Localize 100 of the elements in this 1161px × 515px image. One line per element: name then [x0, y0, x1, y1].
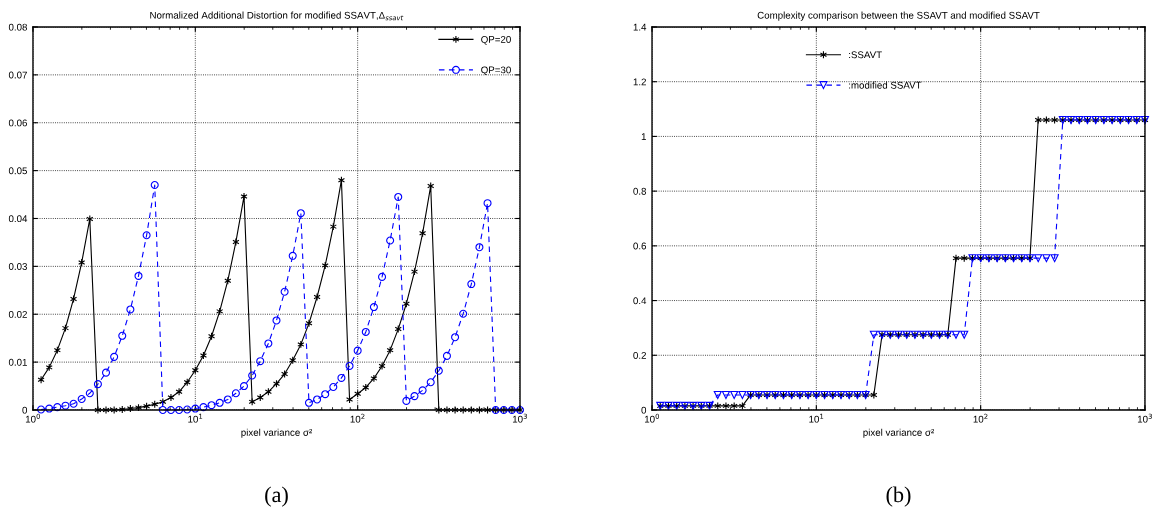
point [110, 405, 118, 415]
point [151, 400, 159, 409]
point [721, 390, 730, 399]
x-tick-label: 10$^{0}$ [25, 413, 40, 423]
y-tick-label: 0.06 [8, 119, 27, 127]
x-tick-label: 10$^{2}$ [350, 413, 365, 423]
point [386, 236, 395, 245]
point [175, 387, 183, 396]
point [142, 231, 151, 240]
point [207, 332, 216, 341]
point [730, 401, 738, 410]
point [402, 396, 411, 405]
point [443, 405, 451, 415]
y-tick-label: 0.03 [8, 263, 27, 270]
point [94, 405, 102, 415]
point [410, 267, 419, 276]
point [239, 382, 249, 391]
point [37, 375, 45, 384]
point [435, 405, 443, 415]
point [45, 404, 54, 413]
y-tick-label: 1 [641, 133, 646, 140]
point [199, 351, 207, 360]
point [45, 363, 53, 372]
point [85, 389, 94, 398]
y-tick-label: 0.05 [8, 167, 28, 175]
point [101, 368, 111, 377]
point [69, 294, 78, 303]
point [321, 390, 330, 399]
y-tick-label: 0.4 [633, 297, 647, 305]
point [86, 214, 94, 223]
point [296, 209, 305, 218]
point [1034, 254, 1043, 263]
point [394, 325, 402, 334]
legend-label: :SSAVT [849, 51, 882, 59]
point [467, 280, 476, 289]
x-tick-label: 10$^{1}$ [188, 413, 203, 423]
point [378, 361, 386, 370]
point [418, 386, 427, 395]
point [467, 405, 475, 415]
point [337, 373, 346, 382]
text: (a) [265, 486, 288, 507]
point [134, 271, 143, 280]
point [207, 401, 216, 410]
point [240, 192, 248, 201]
legend-label: QP=20 [481, 35, 511, 45]
point [960, 254, 968, 263]
point [61, 401, 70, 410]
point [459, 309, 468, 318]
point [451, 405, 459, 415]
point [53, 346, 61, 355]
y-tick-label: 0 [641, 406, 647, 414]
point [313, 292, 321, 302]
point [224, 276, 232, 285]
point [126, 305, 135, 314]
y-tick-label: 0.01 [8, 358, 27, 366]
y-tick-label: 0.07 [8, 71, 27, 79]
point [402, 299, 410, 308]
point [451, 333, 460, 342]
point [1051, 115, 1059, 125]
legend-label: QP=30 [481, 66, 511, 76]
point [345, 395, 354, 404]
point [305, 319, 313, 328]
x-tick-label: 10$^{0}$ [644, 413, 660, 423]
point [289, 356, 297, 365]
point [483, 405, 492, 415]
point [354, 389, 362, 398]
point [232, 237, 240, 246]
point [1042, 115, 1050, 125]
point [118, 331, 127, 340]
point [410, 392, 419, 401]
point [167, 393, 175, 402]
point [216, 307, 224, 316]
point [337, 176, 345, 185]
point [483, 199, 492, 208]
point [37, 405, 46, 414]
point [419, 229, 427, 238]
point [475, 405, 483, 415]
point [77, 394, 86, 404]
point [713, 390, 722, 399]
point [386, 346, 394, 355]
x-tick-label: 10$^{2}$ [973, 413, 988, 423]
point [134, 403, 143, 412]
point [475, 243, 484, 252]
point [159, 397, 167, 406]
point [370, 374, 378, 383]
point [166, 405, 175, 415]
point [313, 395, 322, 404]
point [256, 393, 264, 402]
point [952, 254, 960, 263]
point [362, 383, 370, 392]
point [329, 222, 337, 231]
point [442, 351, 451, 360]
point [183, 405, 192, 414]
y-tick-label: 0.2 [633, 352, 646, 359]
point [951, 330, 961, 339]
point [738, 401, 746, 410]
point [361, 327, 370, 336]
point [345, 361, 354, 370]
point [281, 370, 289, 379]
point [426, 378, 435, 387]
